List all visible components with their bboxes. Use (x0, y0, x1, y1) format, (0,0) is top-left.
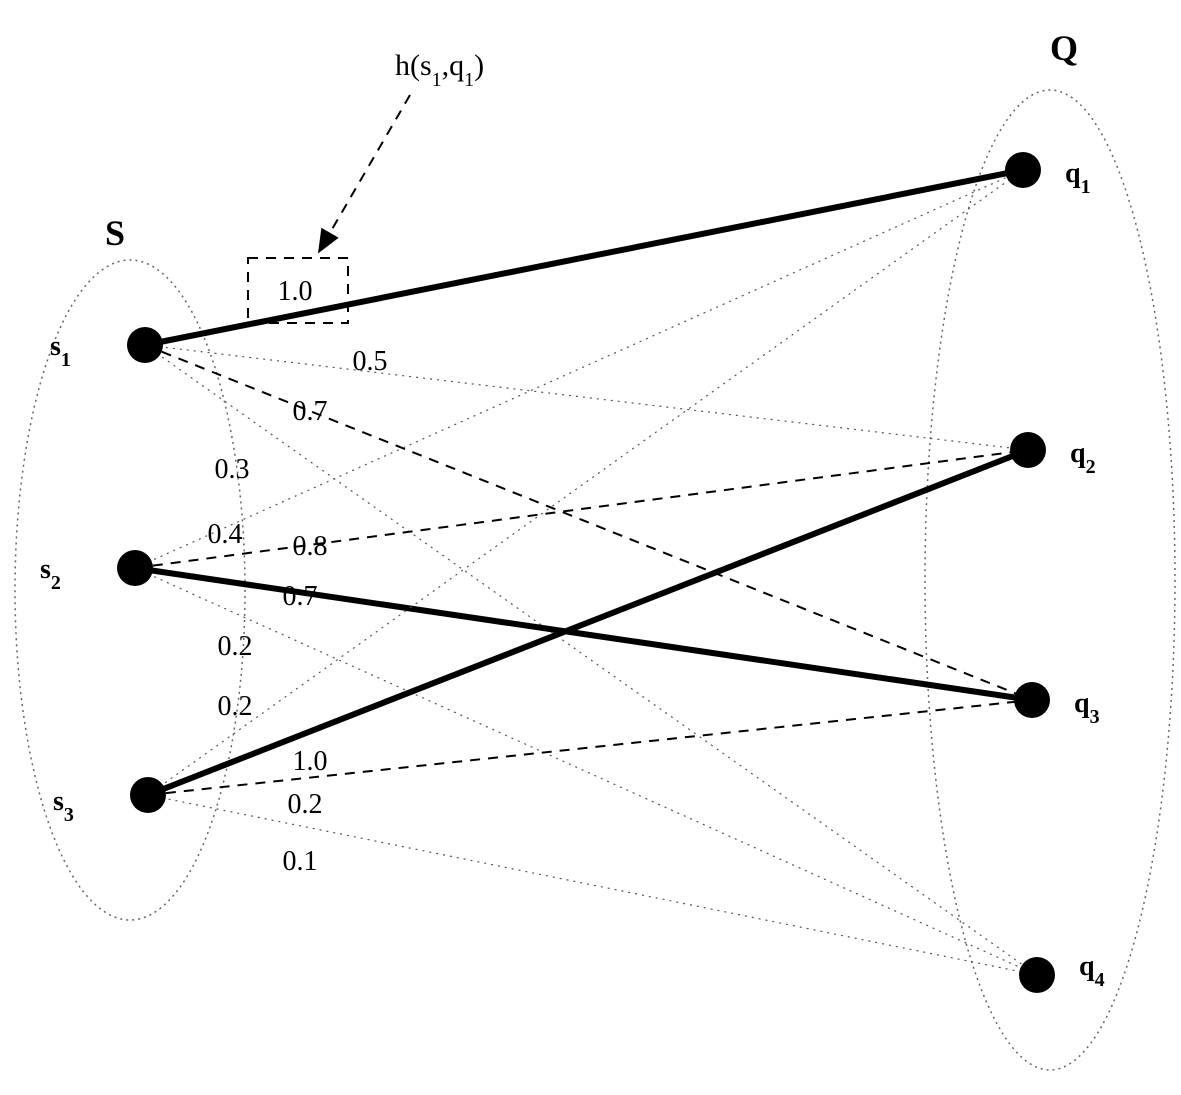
bipartite-graph-diagram: S Q 1.0 0.5 0.7 0.3 0.4 0.8 0.7 0.2 0.2 1.0 0.2 0.1 s1… (0, 0, 1181, 1095)
node-label-q1: q1 (1065, 158, 1091, 198)
node-s2 (117, 550, 153, 586)
edge-s3-q2 (148, 450, 1028, 795)
node-q4 (1019, 957, 1055, 993)
node-label-s1: s1 (50, 331, 71, 371)
node-label-q4: q4 (1079, 951, 1105, 991)
set-label-Q: Q (1050, 28, 1078, 68)
edge-s1-q3 (145, 345, 1032, 700)
edge-weight-s2-q3: 0.7 (283, 581, 318, 612)
edge-weight-s3-q4: 0.1 (283, 846, 318, 877)
edge-s3-q4 (148, 795, 1037, 975)
node-label-s3: s3 (53, 786, 74, 826)
edge-s1-q2 (145, 345, 1028, 450)
edge-s2-q4 (135, 568, 1037, 975)
edge-weight-s2-q1: 0.4 (208, 519, 243, 550)
edge-weight-s2-q4: 0.2 (218, 631, 253, 662)
edge-weight-s3-q2: 1.0 (293, 746, 328, 777)
node-s3 (130, 777, 166, 813)
edge-s2-q2 (135, 450, 1028, 568)
annotation-label: h(s1,q1) (395, 49, 484, 91)
edge-weight-s3-q3: 0.2 (288, 789, 323, 820)
node-q3 (1014, 682, 1050, 718)
edge-weight-s1-q2: 0.5 (353, 346, 388, 377)
annotation-arrow (320, 95, 410, 250)
edge-weight-s1-q4: 0.3 (215, 454, 250, 485)
edge-s1-q1 (145, 170, 1023, 345)
edge-weight-s1-q1: 1.0 (278, 276, 313, 307)
edge-weight-s1-q3: 0.7 (293, 396, 328, 427)
node-label-s2: s2 (40, 554, 61, 594)
edge-s1-q4 (145, 345, 1037, 975)
node-label-q3: q3 (1074, 688, 1100, 728)
node-q1 (1005, 152, 1041, 188)
edge-s3-q3 (148, 700, 1032, 795)
edge-weight-s3-q1: 0.2 (218, 691, 253, 722)
node-s1 (127, 327, 163, 363)
edge-s2-q3 (135, 568, 1032, 700)
set-label-S: S (105, 213, 125, 253)
edge-s2-q1 (135, 170, 1023, 568)
edge-weight-s2-q2: 0.8 (293, 531, 328, 562)
node-label-q2: q2 (1070, 438, 1096, 478)
node-q2 (1010, 432, 1046, 468)
edge-s3-q1 (148, 170, 1023, 795)
